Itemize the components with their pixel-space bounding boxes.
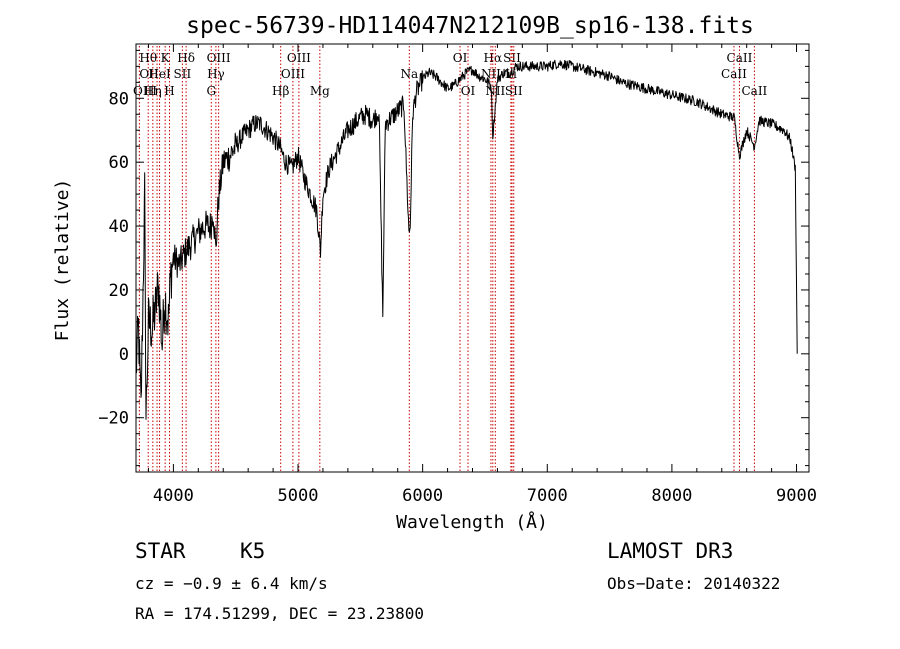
line-label: OI: [453, 51, 468, 65]
y-tick-label: −20: [98, 409, 129, 429]
line-label: HeI: [148, 67, 171, 81]
line-label: H: [164, 84, 174, 98]
redshift-info: cz = −0.9 ± 6.4 km/s: [135, 574, 328, 593]
y-tick-label: 0: [119, 345, 129, 365]
line-label: K: [161, 51, 171, 65]
line-label: G: [206, 84, 216, 98]
line-label: SII: [503, 51, 521, 65]
line-label: CaII: [721, 67, 747, 81]
x-tick-label: 4000: [153, 486, 194, 506]
line-label: SII: [174, 67, 192, 81]
y-tick-label: 40: [109, 217, 129, 237]
x-axis-label: Wavelength (Å): [396, 511, 548, 533]
y-tick-label: 60: [109, 153, 129, 173]
line-label: OI: [461, 84, 476, 98]
x-tick-label: 6000: [402, 486, 443, 506]
x-tick-label: 5000: [278, 486, 319, 506]
line-label: SII: [505, 84, 523, 98]
line-label: NII: [485, 84, 505, 98]
line-label: NII: [481, 67, 501, 81]
x-axis: 4000 5000 6000 7000 8000 9000: [147, 44, 817, 506]
line-label: OIII: [207, 51, 231, 65]
spectrum-series: [135, 59, 798, 420]
line-label: OII: [139, 67, 159, 81]
line-label: Mg: [310, 84, 330, 98]
x-tick-label: 8000: [651, 486, 692, 506]
y-tick-label: 80: [109, 89, 129, 109]
line-label: CaII: [727, 51, 753, 65]
line-label: Na: [400, 67, 418, 81]
x-tick-label: 7000: [527, 486, 568, 506]
y-tick-label: 20: [109, 281, 129, 301]
flux-line: [135, 59, 798, 420]
line-label: Hβ: [272, 84, 289, 98]
y-axis: −20 0 20 40 60 80: [98, 49, 809, 467]
x-tick-label: 9000: [776, 486, 817, 506]
chart-title: spec-56739-HD114047N212109B_sp16-138.fit…: [186, 13, 754, 39]
survey-label: LAMOST DR3: [607, 539, 733, 563]
line-label: CaII: [741, 84, 767, 98]
y-axis-label: Flux (relative): [52, 179, 73, 342]
line-label: OIII: [133, 84, 157, 98]
line-label: Hγ: [207, 67, 225, 81]
line-label: Hη: [144, 84, 162, 98]
subclass: K5: [240, 539, 265, 563]
object-class: STAR: [135, 539, 186, 563]
line-label: OIII: [281, 67, 305, 81]
line-label: OIII: [287, 51, 311, 65]
obs-date: Obs−Date: 20140322: [607, 574, 780, 593]
line-label: Hδ: [177, 51, 195, 65]
line-label: Hα: [484, 51, 503, 65]
coordinates: RA = 174.51299, DEC = 23.23800: [135, 604, 424, 623]
line-label: Hθ: [139, 51, 157, 65]
